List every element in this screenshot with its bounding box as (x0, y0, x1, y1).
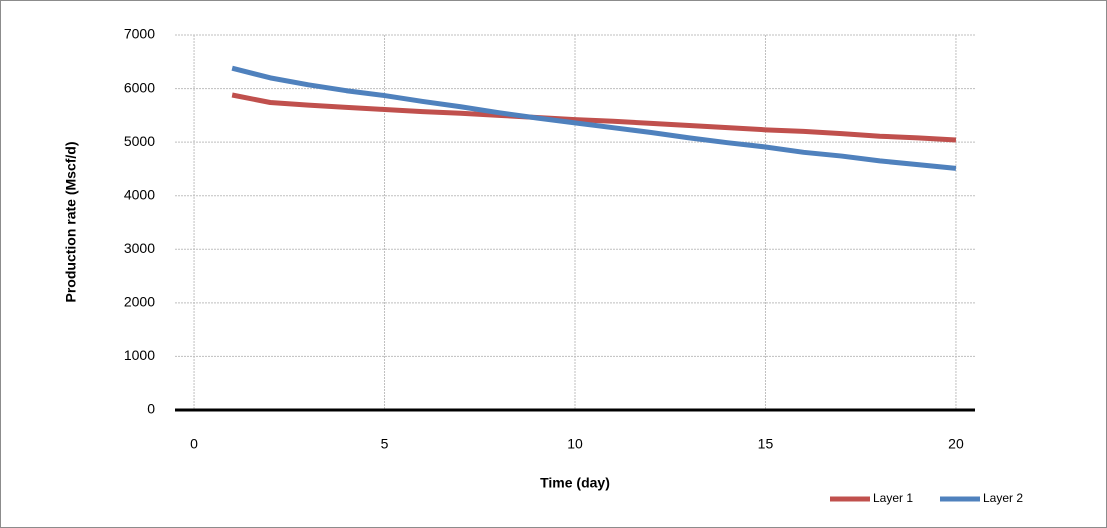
y-tick-label: 6000 (124, 79, 155, 95)
series-line (231, 92, 957, 143)
x-axis-label: Time (day) (540, 475, 610, 491)
x-tick-label: 10 (567, 436, 583, 452)
x-tick-label: 15 (758, 436, 774, 452)
x-tick-label: 20 (948, 436, 964, 452)
legend-label: Layer 2 (983, 491, 1023, 505)
y-tick-label: 0 (147, 401, 155, 417)
y-tick-label: 5000 (124, 133, 155, 149)
y-tick-label: 7000 (124, 26, 155, 42)
series-line (231, 65, 957, 171)
y-tick-label: 4000 (124, 186, 155, 202)
y-tick-label: 2000 (124, 294, 155, 310)
y-tick-label: 3000 (124, 240, 155, 256)
y-tick-label: 1000 (124, 347, 155, 363)
x-tick-label: 5 (381, 436, 389, 452)
y-axis-label: Production rate (Mscf/d) (63, 141, 79, 302)
legend-label: Layer 1 (873, 491, 913, 505)
x-tick-label: 0 (190, 436, 198, 452)
